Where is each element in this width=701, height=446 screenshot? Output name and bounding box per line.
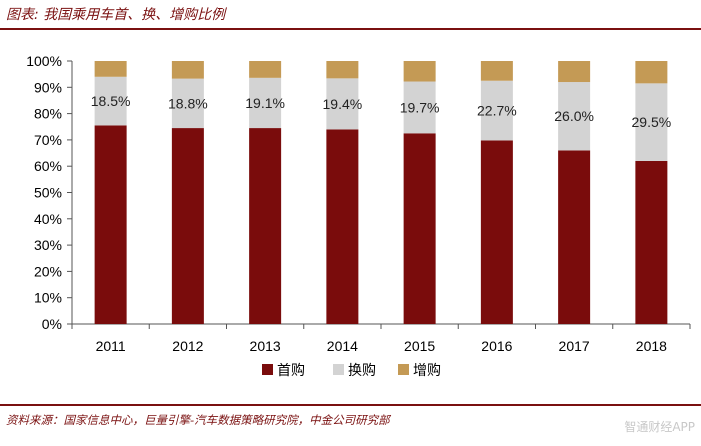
bar-segment-first-purchase — [326, 129, 359, 324]
x-tick-label: 2014 — [327, 338, 358, 354]
legend-swatch — [398, 364, 409, 375]
bar-segment-first-purchase — [171, 128, 204, 324]
bar-segment-replacement — [94, 76, 127, 126]
bar-segment-replacement — [480, 80, 513, 141]
legend-label: 增购 — [413, 363, 441, 379]
x-tick-label: 2017 — [559, 338, 590, 354]
y-tick-label: 30% — [34, 237, 62, 253]
bar-segment-additional — [403, 61, 436, 82]
bar-segment-replacement — [635, 83, 668, 161]
data-labels: 18.5% 18.8% 19.1% 19.4% 19.7% 22.7% 26.0% 29.5% — [91, 93, 671, 130]
y-tick-label: 70% — [34, 132, 62, 148]
bar-segment-additional — [171, 61, 204, 79]
y-tick-label: 20% — [34, 263, 62, 279]
legend-swatch — [262, 364, 273, 375]
x-tick-label: 2011 — [96, 338, 126, 354]
legend-swatch — [333, 364, 344, 375]
bar-segment-replacement — [171, 78, 204, 129]
bar-segment-replacement — [326, 78, 359, 130]
bar-segment-additional — [94, 61, 127, 77]
x-tick-label: 2012 — [172, 338, 203, 354]
bar-segment-additional — [558, 61, 591, 83]
y-tick-label: 100% — [26, 53, 62, 69]
x-tick-label: 2018 — [636, 338, 667, 354]
x-tick-label: 2016 — [481, 338, 512, 354]
data-label: 18.5% — [91, 93, 131, 109]
bar-segment-first-purchase — [94, 125, 127, 324]
title-divider — [0, 28, 701, 30]
data-label: 22.7% — [477, 103, 517, 119]
data-label: 19.7% — [400, 99, 440, 115]
bar-segment-first-purchase — [635, 160, 668, 324]
y-tick-label: 0% — [42, 316, 62, 332]
bar-segment-additional — [480, 61, 513, 81]
x-tick-label: 2015 — [404, 338, 435, 354]
data-label: 19.4% — [323, 96, 363, 112]
x-tick-label: 2013 — [250, 338, 281, 354]
data-label: 29.5% — [632, 114, 672, 130]
legend: 首购 换购 增购 — [262, 362, 441, 379]
y-axis: 0% 10% 20% 30% 40% 50% 60% 70% 80% 90% 100% — [26, 53, 73, 332]
source-divider — [0, 404, 701, 406]
watermark: 智通财经APP — [624, 420, 695, 434]
data-label: 26.0% — [554, 108, 594, 124]
bar-segment-replacement — [403, 81, 436, 134]
bar-segment-first-purchase — [403, 133, 436, 324]
bar-segment-replacement — [249, 77, 282, 129]
bar-segment-additional — [326, 61, 359, 79]
bar-segment-additional — [635, 61, 668, 84]
y-tick-label: 80% — [34, 106, 62, 122]
chart-title: 图表: 我国乘用车首、换、增购比例 — [6, 7, 226, 23]
bar-segment-replacement — [558, 82, 591, 151]
legend-label: 首购 — [277, 363, 305, 379]
legend-label: 换购 — [348, 362, 376, 379]
bar-segment-first-purchase — [480, 140, 513, 324]
x-axis: 2011 2012 2013 2014 2015 2016 2017 2018 — [71, 323, 691, 354]
y-tick-label: 50% — [34, 185, 62, 201]
bar-segment-additional — [249, 61, 282, 78]
stacked-bar-chart: 0%10%20%30%40%50%60%70%80%90%100% 2011 20… — [26, 53, 691, 379]
data-label: 19.1% — [245, 95, 285, 111]
y-tick-label: 60% — [34, 158, 62, 174]
source-note: 资料来源：国家信息中心，巨量引擎-汽车数据策略研究院，中金公司研究部 — [6, 413, 390, 427]
y-tick-label: 40% — [34, 211, 62, 227]
bar-segment-first-purchase — [558, 150, 591, 324]
y-tick-label: 90% — [34, 79, 62, 95]
bars — [94, 61, 668, 324]
bar-segment-first-purchase — [249, 128, 282, 324]
y-tick-label: 10% — [34, 290, 62, 306]
data-label: 18.8% — [168, 95, 208, 111]
